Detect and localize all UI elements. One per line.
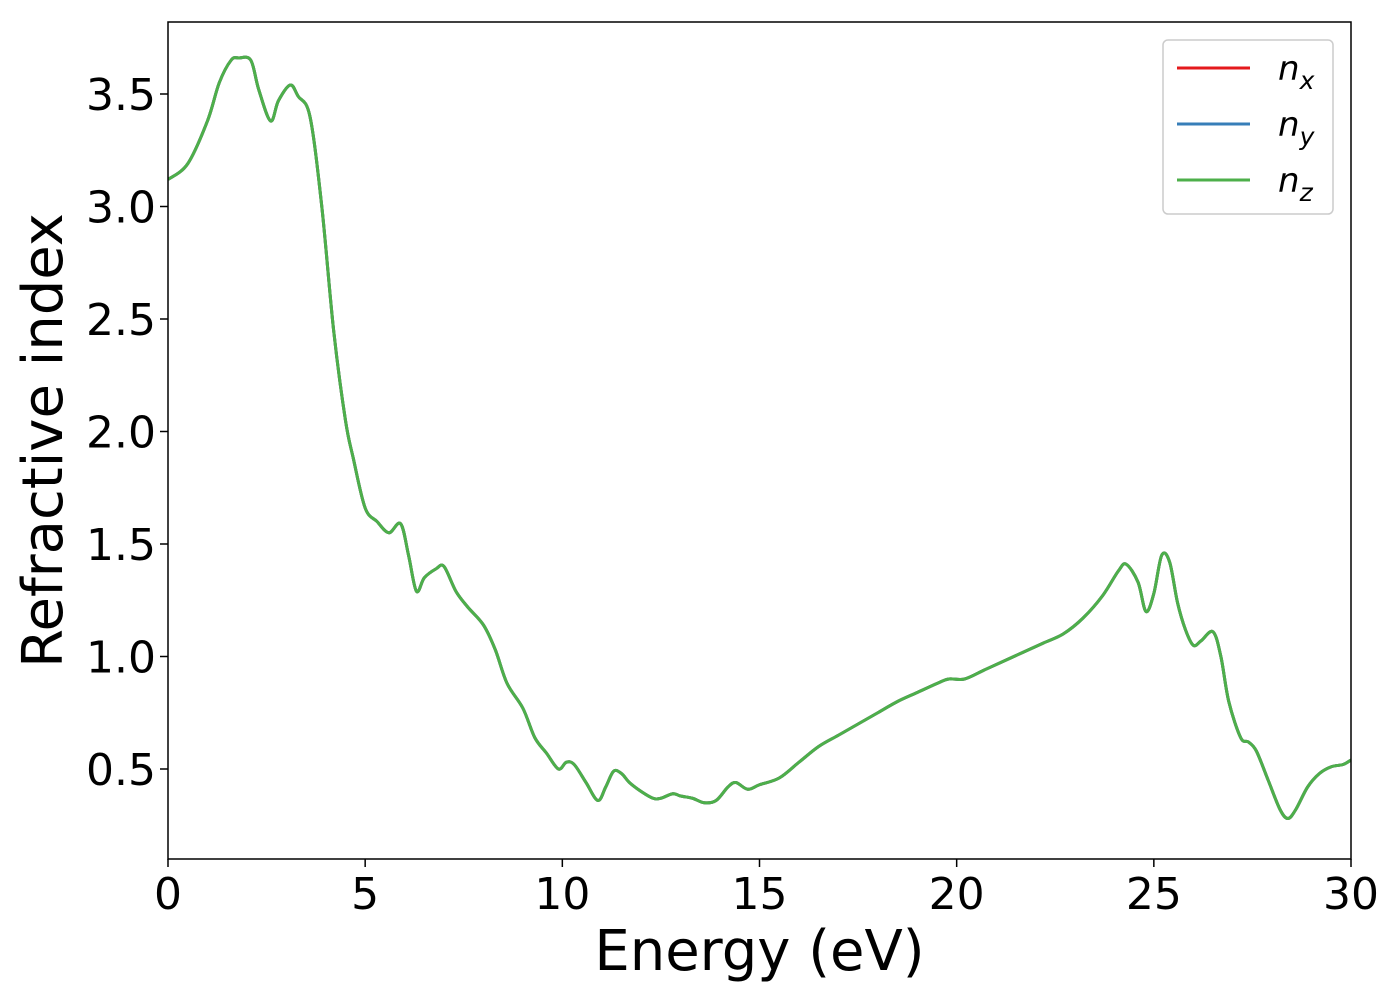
y-tick-label: 0.5 [86, 745, 156, 796]
x-tick-label: 10 [534, 869, 590, 920]
legend-label-nz: nz [1278, 161, 1314, 207]
series-line-nz [168, 55, 1351, 820]
x-axis-ticks: 0 5 10 15 20 25 30 [154, 859, 1379, 920]
y-axis-ticks: 0.5 1.0 1.5 2.0 2.5 3.0 3.5 [86, 70, 168, 796]
x-tick-label: 25 [1126, 869, 1182, 920]
legend: nx ny nz [1162, 39, 1334, 215]
x-tick-label: 15 [732, 869, 788, 920]
x-tick-label: 30 [1323, 869, 1379, 920]
y-tick-label: 3.5 [86, 70, 156, 121]
y-tick-label: 1.0 [86, 633, 156, 684]
x-tick-label: 5 [351, 869, 379, 920]
x-tick-label: 20 [929, 869, 985, 920]
y-tick-label: 2.0 [86, 408, 156, 459]
y-tick-label: 2.5 [86, 295, 156, 346]
x-axis-title: Energy (eV) [594, 919, 924, 984]
series-layer [168, 55, 1351, 820]
legend-box [1162, 39, 1334, 215]
y-tick-label: 1.5 [86, 520, 156, 571]
y-axis-title: Refractive index [11, 213, 76, 668]
legend-label-nx: nx [1278, 49, 1315, 95]
x-tick-label: 0 [154, 869, 182, 920]
legend-label-ny: ny [1278, 105, 1316, 151]
y-tick-label: 3.0 [86, 183, 156, 234]
